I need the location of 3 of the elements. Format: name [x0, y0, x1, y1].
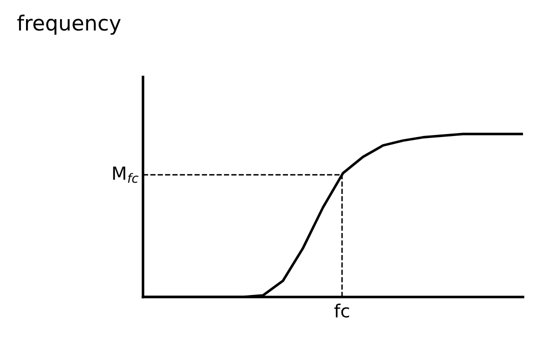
ref-line-label: M$_{fc}$ [113, 166, 138, 183]
text: fc [334, 304, 350, 318]
chart-title: frequency [17, 14, 121, 35]
